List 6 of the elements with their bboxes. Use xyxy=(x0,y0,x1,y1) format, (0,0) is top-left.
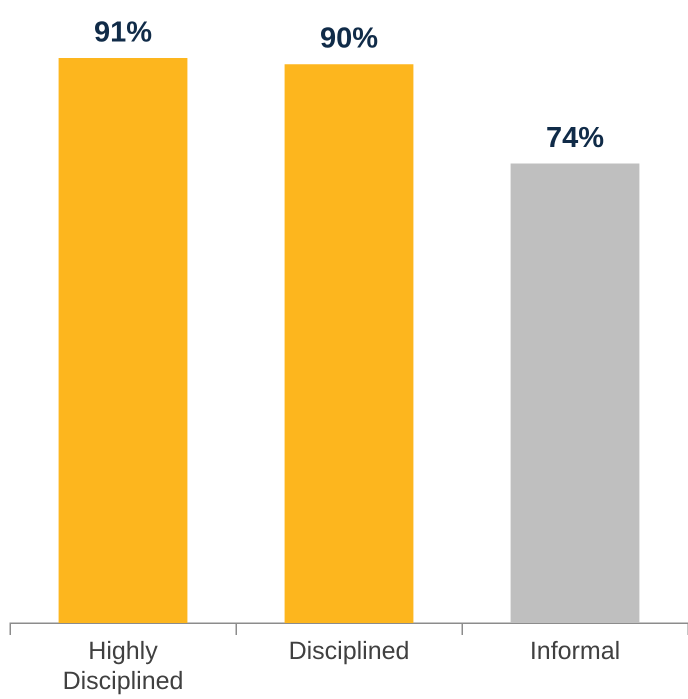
x-tick-label: Highly Disciplined xyxy=(62,636,184,695)
data-label: 91% xyxy=(94,16,152,48)
x-tick-label: Disciplined xyxy=(288,636,410,665)
data-label: 74% xyxy=(546,122,604,154)
data-label: 90% xyxy=(320,22,378,55)
x-tick-label: Informal xyxy=(530,636,620,665)
